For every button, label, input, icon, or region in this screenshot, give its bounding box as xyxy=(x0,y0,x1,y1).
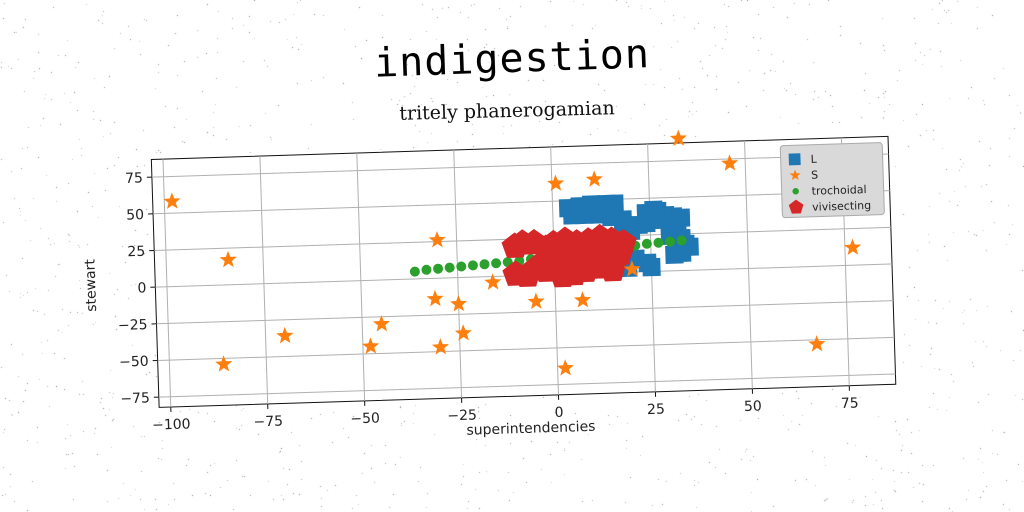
legend-box xyxy=(779,142,885,219)
point-S xyxy=(163,192,181,209)
x-tick-label: 75 xyxy=(841,395,859,412)
point-trochoidal xyxy=(676,235,687,246)
point-S xyxy=(721,154,739,171)
point-L xyxy=(642,257,661,277)
legend-marker-S xyxy=(789,169,801,181)
point-S xyxy=(276,326,294,344)
point-S xyxy=(362,337,380,354)
x-tick-label: −25 xyxy=(447,407,477,424)
point-S xyxy=(449,295,468,312)
point-S xyxy=(431,338,449,355)
point-vivisecting xyxy=(602,233,630,260)
point-S xyxy=(844,238,862,256)
data-marks xyxy=(163,129,862,376)
y-tick-label: −50 xyxy=(119,354,149,371)
x-tick-label: −50 xyxy=(350,410,380,427)
legend-label-trochoidal: trochoidal xyxy=(811,183,866,198)
y-grid-line xyxy=(153,190,890,215)
x-grid-line xyxy=(453,150,463,398)
point-trochoidal xyxy=(421,264,432,275)
y-grid-line xyxy=(156,300,894,325)
y-tick-label: −25 xyxy=(118,317,148,334)
x-grid-line xyxy=(162,159,172,408)
y-tick-label: 0 xyxy=(137,280,146,296)
point-trochoidal xyxy=(665,236,676,247)
point-trochoidal xyxy=(467,260,478,271)
point-trochoidal xyxy=(653,237,664,248)
x-tick-label: 25 xyxy=(647,402,665,419)
y-grid-line xyxy=(151,153,889,178)
point-S xyxy=(215,355,233,372)
point-L xyxy=(665,245,684,264)
x-axis-label: superintendencies xyxy=(466,419,595,439)
point-S xyxy=(484,273,502,290)
x-grid-line xyxy=(356,153,366,401)
x-tick-label: −100 xyxy=(152,416,191,433)
y-tick-label: −75 xyxy=(120,390,150,407)
legend-label-L: L xyxy=(810,153,817,166)
y-axis-label: stewart xyxy=(82,258,100,312)
point-S xyxy=(428,231,446,248)
point-S xyxy=(623,260,641,277)
point-S xyxy=(527,292,545,310)
y-grid-line xyxy=(157,336,895,361)
point-trochoidal xyxy=(479,259,490,270)
point-trochoidal xyxy=(444,262,455,273)
point-S xyxy=(573,291,592,308)
y-tick-label: 75 xyxy=(125,170,143,187)
x-tick-label: 0 xyxy=(554,405,563,421)
point-trochoidal xyxy=(641,238,652,249)
y-tick-label: 25 xyxy=(127,244,145,261)
point-S xyxy=(219,250,237,268)
point-S xyxy=(556,359,574,376)
point-S xyxy=(454,324,472,341)
point-S xyxy=(669,129,687,147)
legend-marker-L xyxy=(788,153,801,166)
legend-label-vivisecting: vivisecting xyxy=(812,199,871,214)
x-tick-label: 50 xyxy=(744,398,762,415)
point-vivisecting xyxy=(548,239,575,266)
y-grid-line xyxy=(158,373,896,398)
point-S xyxy=(426,289,444,307)
point-trochoidal xyxy=(491,258,502,269)
x-grid-line xyxy=(259,156,269,405)
y-tick-label: 50 xyxy=(126,207,144,224)
legend-marker-vivisecting xyxy=(788,199,804,214)
legend-marker-trochoidal xyxy=(792,188,799,195)
point-L xyxy=(636,213,656,233)
point-S xyxy=(372,315,391,332)
point-S xyxy=(808,335,826,352)
point-S xyxy=(585,170,603,187)
point-vivisecting xyxy=(502,260,530,286)
point-trochoidal xyxy=(456,261,467,272)
point-trochoidal xyxy=(433,263,444,274)
x-tick-label: −75 xyxy=(253,414,283,431)
point-trochoidal xyxy=(409,266,420,277)
point-L xyxy=(574,205,594,225)
point-S xyxy=(547,174,565,191)
x-grid-line xyxy=(744,140,753,389)
legend-label-S: S xyxy=(811,169,818,182)
